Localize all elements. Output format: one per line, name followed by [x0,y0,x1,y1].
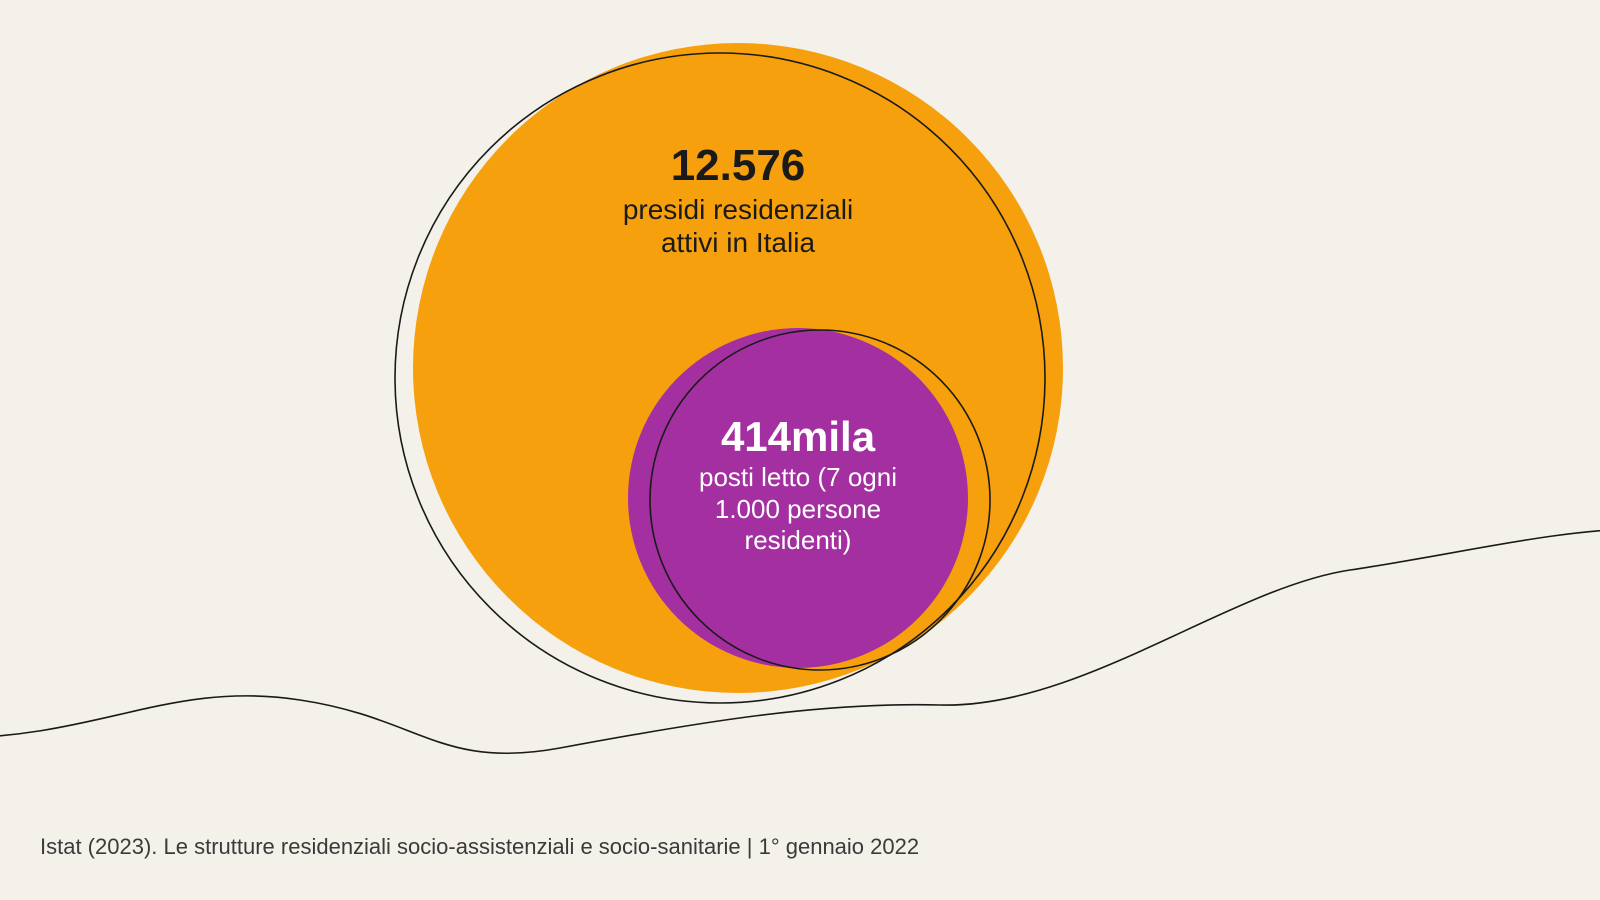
small-circle-value: 414mila [648,412,948,462]
large-circle-value: 12.576 [558,140,918,193]
large-circle-label: 12.576 presidi residenziali attivi in It… [558,140,918,260]
small-circle-desc-1: posti letto (7 ogni [648,462,948,493]
small-circle-desc-2: 1.000 persone [648,494,948,525]
large-circle-desc-1: presidi residenziali [558,193,918,227]
infographic-canvas: 12.576 presidi residenziali attivi in It… [0,0,1600,900]
large-circle-desc-2: attivi in Italia [558,226,918,260]
small-circle-desc-3: residenti) [648,525,948,556]
source-citation: Istat (2023). Le strutture residenziali … [40,834,919,860]
small-circle-label: 414mila posti letto (7 ogni 1.000 person… [648,412,948,556]
